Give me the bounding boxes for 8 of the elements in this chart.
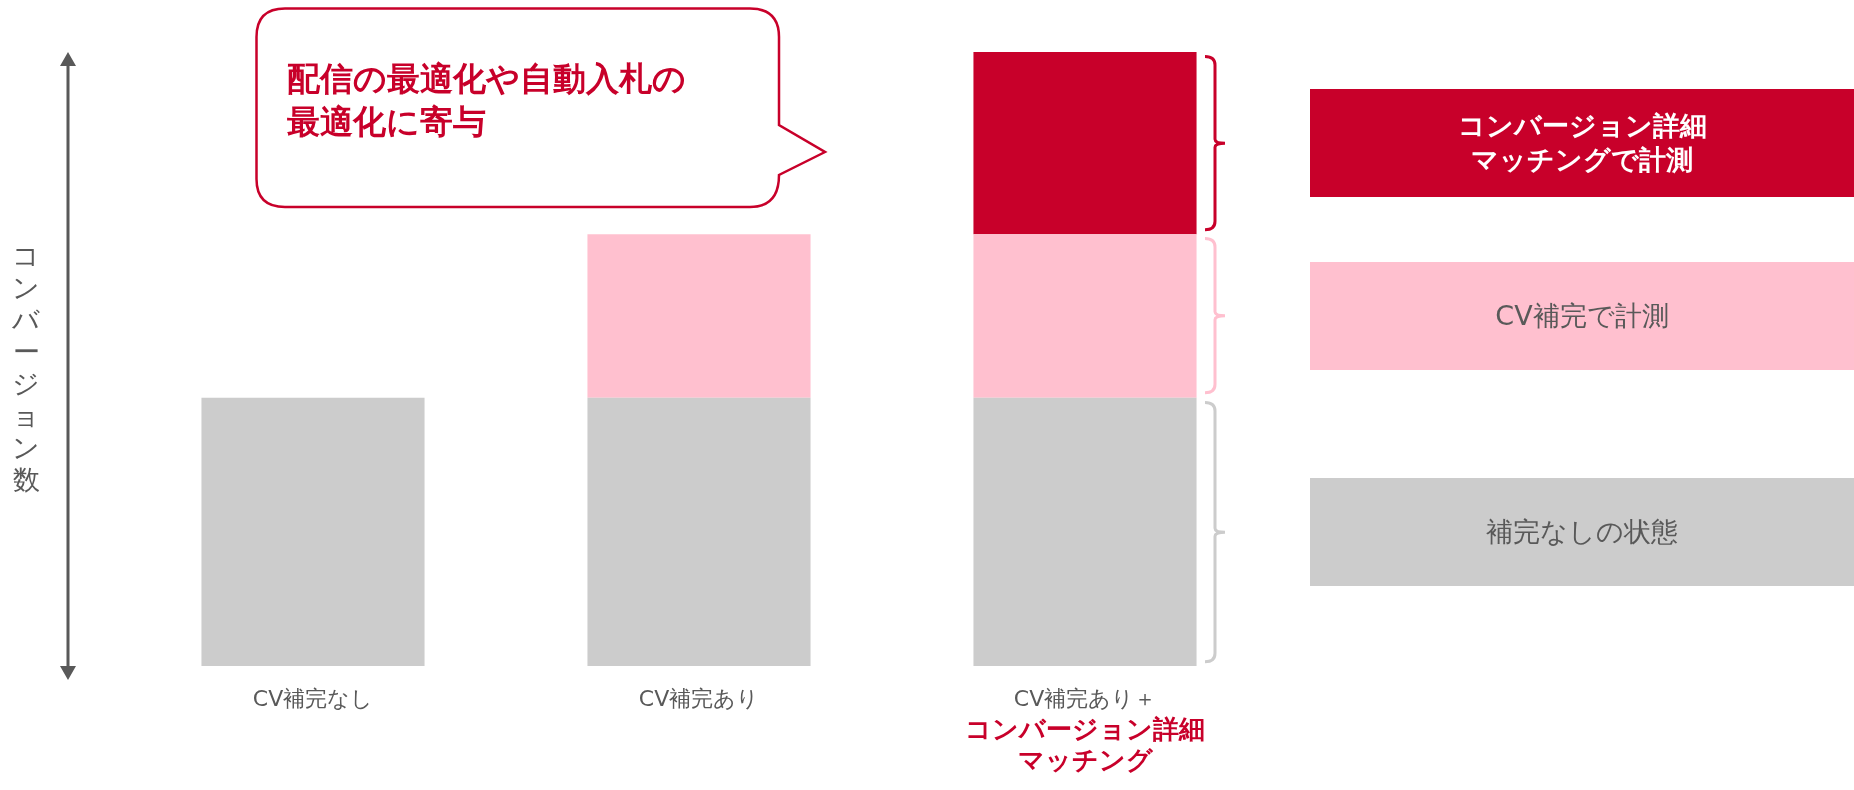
x-tick-label: CV補完なし [252, 685, 374, 711]
x-tick-label: CV補完あり＋コンバージョン詳細マッチング [965, 685, 1205, 775]
annotation: 配信の最適化や自動入札の最適化に寄与 [287, 58, 687, 143]
text: 補完なしの状態 [1486, 514, 1678, 549]
x-tick-label: CV補完あり [638, 685, 760, 711]
text: CV補完で計測 [1495, 299, 1669, 333]
y-axis-title: コンバージョン数 [12, 240, 40, 496]
text: コンバージョン詳細マッチングで計測 [1456, 109, 1708, 177]
